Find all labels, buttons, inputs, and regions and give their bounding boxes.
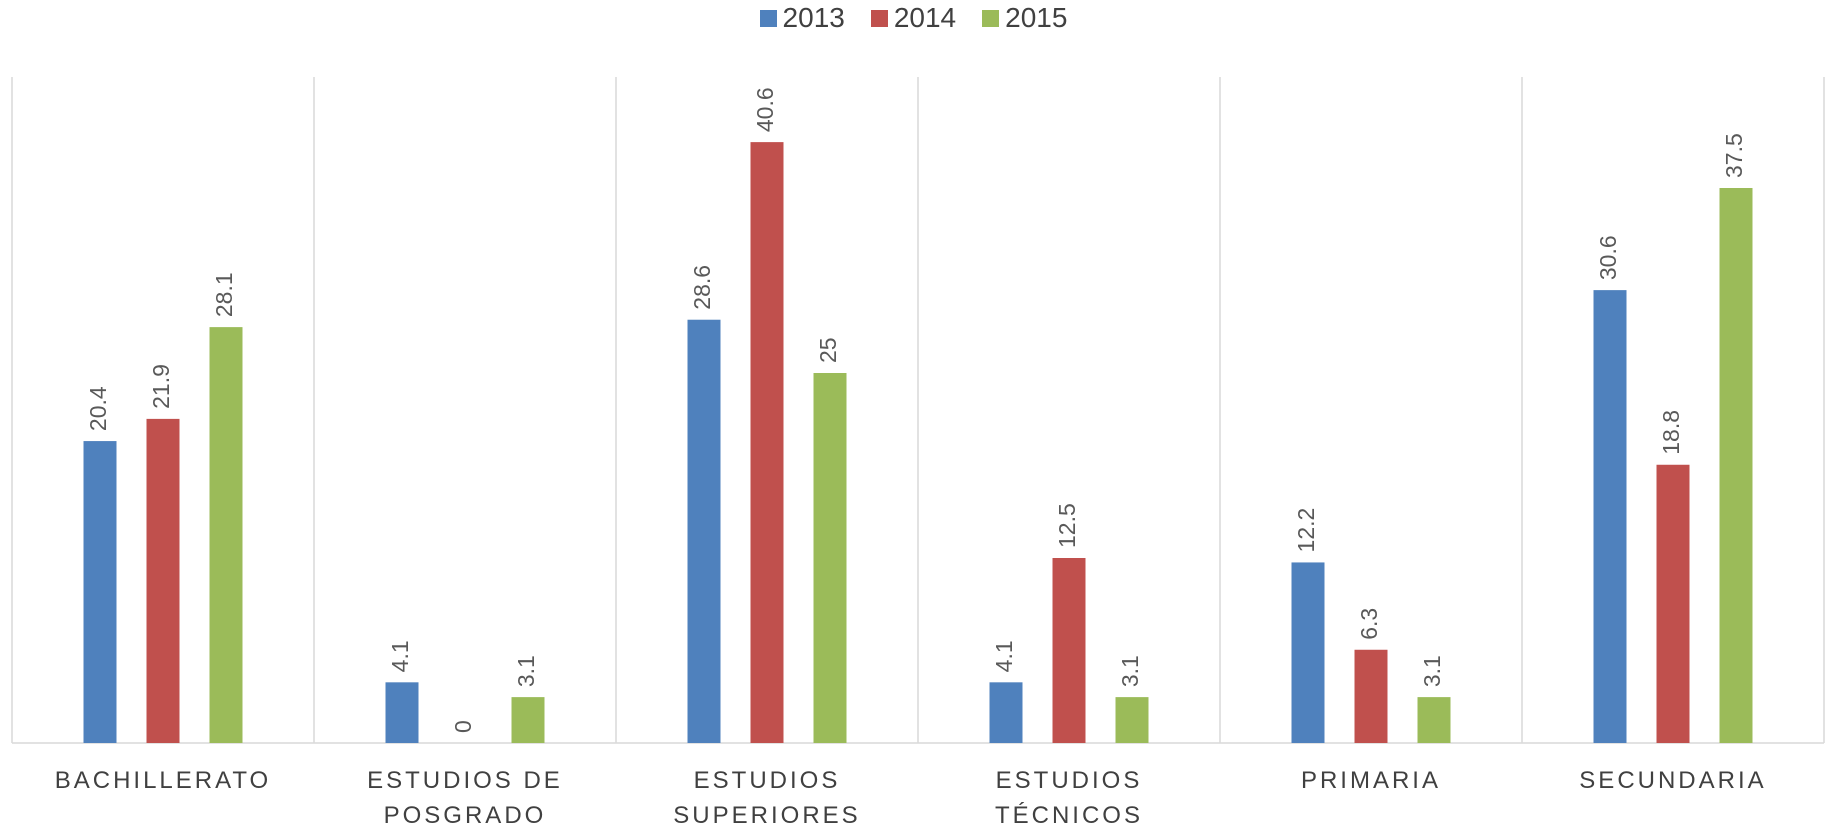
bar (1417, 697, 1451, 743)
data-label: 28.6 (689, 265, 715, 310)
legend-item: 2015 (982, 2, 1067, 34)
bar (1719, 188, 1753, 743)
data-label: 3.1 (1419, 655, 1445, 687)
x-tick-label: ESTUDIOS SUPERIORES (673, 767, 861, 829)
bar (813, 373, 847, 743)
data-label: 0 (450, 720, 476, 733)
bar (687, 319, 721, 743)
legend: 2013 2014 2015 (0, 2, 1827, 34)
data-label: 21.9 (148, 364, 174, 409)
bar (1291, 562, 1325, 743)
data-label: 18.8 (1658, 410, 1684, 455)
legend-label: 2014 (893, 2, 957, 33)
legend-swatch (759, 9, 777, 27)
legend-swatch (870, 9, 888, 27)
data-label: 6.3 (1356, 608, 1382, 640)
bar (1354, 649, 1388, 743)
legend-item: 2014 (870, 2, 957, 34)
legend-label: 2013 (782, 2, 845, 33)
data-label: 25 (815, 337, 841, 363)
bar (146, 418, 180, 743)
bar (83, 441, 117, 743)
x-tick-label: ESTUDIOS TÉCNICOS (994, 767, 1143, 829)
bar (1115, 697, 1149, 743)
data-label: 40.6 (752, 87, 778, 132)
bar (1593, 290, 1627, 743)
data-label: 4.1 (387, 640, 413, 672)
bar (209, 327, 243, 743)
data-label: 12.2 (1293, 508, 1319, 553)
data-label: 3.1 (513, 655, 539, 687)
bar (1656, 464, 1690, 743)
x-tick-label: ESTUDIOS DE POSGRADO (367, 767, 563, 829)
x-tick-label: PRIMARIA (1300, 767, 1441, 794)
data-label: 28.1 (211, 272, 237, 317)
bar (750, 142, 784, 743)
data-label: 4.1 (991, 640, 1017, 672)
bar (511, 697, 545, 743)
data-label: 37.5 (1721, 133, 1747, 178)
data-label: 3.1 (1117, 655, 1143, 687)
data-label: 12.5 (1054, 503, 1080, 548)
legend-label: 2015 (1005, 2, 1068, 33)
bar (989, 682, 1023, 743)
data-label: 30.6 (1595, 235, 1621, 280)
x-tick-label: SECUNDARIA (1579, 767, 1767, 794)
legend-item: 2013 (759, 2, 845, 34)
data-label: 20.4 (85, 386, 111, 431)
x-tick-label: BACHILLERATO (54, 767, 272, 794)
bar (1052, 558, 1086, 743)
legend-swatch (982, 9, 1000, 27)
bar (385, 682, 419, 743)
